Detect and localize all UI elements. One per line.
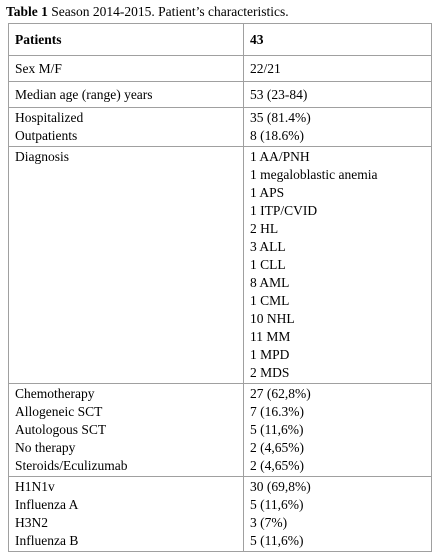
table-row: Hospitalized Outpatients 35 (81.4%) 8 (18.6… — [8, 107, 432, 147]
cell-line: Median age (range) years — [15, 87, 153, 102]
cell-line: 3 ALL — [250, 239, 286, 254]
table-cell: Median age (range) years — [8, 81, 244, 108]
table-cell: Sex M/F — [8, 55, 244, 82]
cell-line: Influenza B — [15, 533, 79, 548]
cell-line: Chemotherapy — [15, 386, 95, 401]
cell-line: 27 (62,8%) — [250, 386, 311, 401]
table-cell: Chemotherapy Allogeneic SCT Autologous SCT… — [8, 383, 244, 477]
table-cell: 27 (62,8%) 7 (16.3%) 5 (11,6%) 2 (4,65%) 2 (… — [243, 383, 432, 477]
cell-line: 2 HL — [250, 221, 279, 236]
cell-line: 1 APS — [250, 185, 285, 200]
cell-line: Autologous SCT — [15, 422, 107, 437]
table-cell: Diagnosis — [8, 146, 244, 384]
cell-line: Outpatients — [15, 128, 78, 143]
cell-line: 3 (7%) — [250, 515, 288, 530]
caption-label: Table 1 — [6, 4, 48, 19]
table-row: Median age (range) years 53 (23-84) — [8, 81, 432, 108]
cell-line: 1 CLL — [250, 257, 286, 272]
cell-line: 1 AA/PNH — [250, 149, 310, 164]
cell-line: 2 (4,65%) — [250, 440, 304, 455]
table-row: H1N1v Influenza A H3N2 Influenza B 30 (69,8%… — [8, 476, 432, 552]
cell-line: Allogeneic SCT — [15, 404, 103, 419]
cell-line: 35 (81.4%) — [250, 110, 311, 125]
cell-line: 2 MDS — [250, 365, 290, 380]
header-row: Patients 43 — [8, 23, 432, 56]
cell-line: H1N1v — [15, 479, 55, 494]
table-row: Chemotherapy Allogeneic SCT Autologous SCT… — [8, 383, 432, 477]
cell-line: Influenza A — [15, 497, 79, 512]
table-cell: 53 (23-84) — [243, 81, 432, 108]
header-cell: 43 — [243, 23, 432, 56]
cell-line: 53 (23-84) — [250, 87, 308, 102]
caption-text: Season 2014-2015. Patient’s characterist… — [51, 4, 289, 19]
table-row: Diagnosis 1 AA/PNH 1 megaloblastic anemia 1… — [8, 146, 432, 384]
cell-line: 7 (16.3%) — [250, 404, 304, 419]
cell-line: 10 NHL — [250, 311, 295, 326]
table-cell: 30 (69,8%) 5 (11,6%) 3 (7%) 5 (11,6%) — [243, 476, 432, 552]
cell-line: 5 (11,6%) — [250, 533, 304, 548]
cell-line: 1 CML — [250, 293, 290, 308]
cell-line: 30 (69,8%) — [250, 479, 311, 494]
caption: Table 1 Season 2014-2015. Patient’s char… — [6, 4, 289, 20]
table-row: Sex M/F 22/21 — [8, 55, 432, 82]
cell-line: 5 (11,6%) — [250, 422, 304, 437]
table-cell: 1 AA/PNH 1 megaloblastic anemia 1 APS 1 ITP… — [243, 146, 432, 384]
cell-line: Steroids/Eculizumab — [15, 458, 128, 473]
cell-line: 1 megaloblastic anemia — [250, 167, 378, 182]
cell-line: 2 (4,65%) — [250, 458, 304, 473]
table-cell: 22/21 — [243, 55, 432, 82]
cell-line: No therapy — [15, 440, 76, 455]
header-cell: Patients — [8, 23, 244, 56]
cell-line: Hospitalized — [15, 110, 84, 125]
cell-line: Sex M/F — [15, 61, 62, 76]
cell-line: 8 (18.6%) — [250, 128, 304, 143]
cell-line: Diagnosis — [15, 149, 69, 164]
cell-line: 1 MPD — [250, 347, 290, 362]
cell-line: 5 (11,6%) — [250, 497, 304, 512]
table-cell: Hospitalized Outpatients — [8, 107, 244, 147]
cell-line: 1 ITP/CVID — [250, 203, 318, 218]
cell-line: 22/21 — [250, 61, 281, 76]
table: Patients 43 Sex M/F 22/21 Median age (range)… — [8, 23, 432, 552]
cell-line: 11 MM — [250, 329, 291, 344]
table-cell: 35 (81.4%) 8 (18.6%) — [243, 107, 432, 147]
cell-line: H3N2 — [15, 515, 48, 530]
table-cell: H1N1v Influenza A H3N2 Influenza B — [8, 476, 244, 552]
cell-line: 8 AML — [250, 275, 290, 290]
